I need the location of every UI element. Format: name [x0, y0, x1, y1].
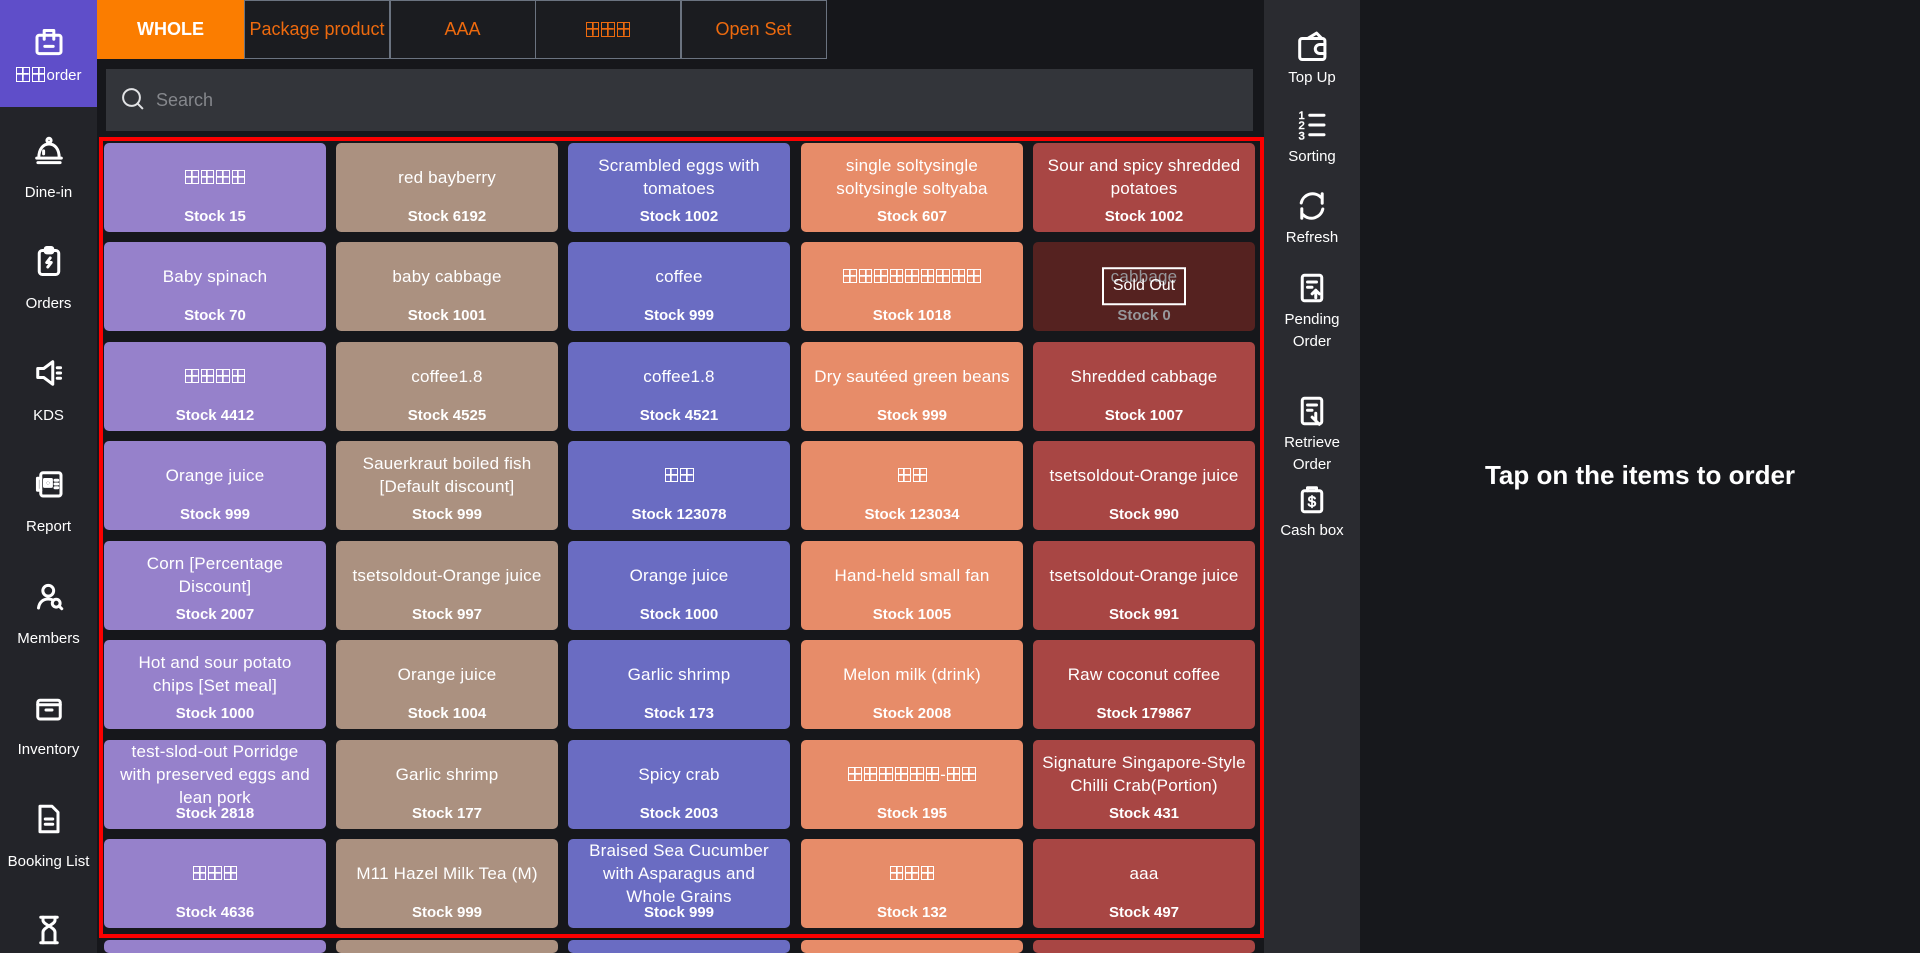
svg-text:2: 2 — [1299, 120, 1305, 132]
svg-text:3: 3 — [1299, 130, 1305, 142]
svg-text:1: 1 — [1299, 110, 1305, 122]
svg-text:$: $ — [1308, 494, 1317, 511]
